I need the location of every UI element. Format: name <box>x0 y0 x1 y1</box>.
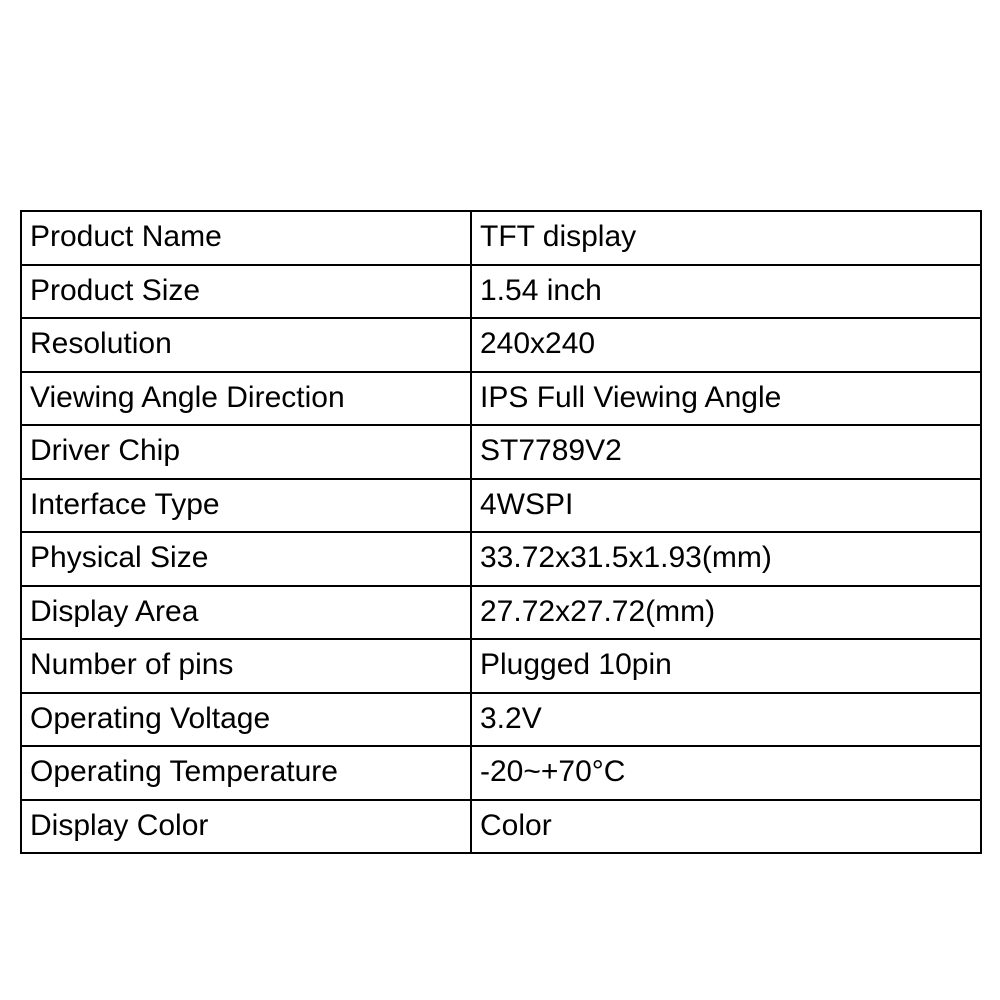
table-row: Viewing Angle Direction IPS Full Viewing… <box>21 372 981 426</box>
spec-value: 27.72x27.72(mm) <box>471 586 981 640</box>
table-row: Display Area 27.72x27.72(mm) <box>21 586 981 640</box>
table-row: Driver Chip ST7789V2 <box>21 425 981 479</box>
spec-label: Viewing Angle Direction <box>21 372 471 426</box>
table-row: Product Name TFT display <box>21 211 981 265</box>
spec-label: Driver Chip <box>21 425 471 479</box>
table-row: Physical Size 33.72x31.5x1.93(mm) <box>21 532 981 586</box>
table-row: Resolution 240x240 <box>21 318 981 372</box>
spec-label: Display Color <box>21 800 471 854</box>
spec-value: IPS Full Viewing Angle <box>471 372 981 426</box>
spec-value: Color <box>471 800 981 854</box>
table-row: Interface Type 4WSPI <box>21 479 981 533</box>
spec-value: TFT display <box>471 211 981 265</box>
table-row: Number of pins Plugged 10pin <box>21 639 981 693</box>
spec-label: Operating Temperature <box>21 746 471 800</box>
spec-value: ST7789V2 <box>471 425 981 479</box>
specs-table-container: Product Name TFT display Product Size 1.… <box>20 210 980 854</box>
spec-value: 33.72x31.5x1.93(mm) <box>471 532 981 586</box>
spec-label: Display Area <box>21 586 471 640</box>
spec-value: 3.2V <box>471 693 981 747</box>
table-row: Product Size 1.54 inch <box>21 265 981 319</box>
spec-label: Product Name <box>21 211 471 265</box>
spec-value: 4WSPI <box>471 479 981 533</box>
table-row: Display Color Color <box>21 800 981 854</box>
table-row: Operating Voltage 3.2V <box>21 693 981 747</box>
spec-value: 1.54 inch <box>471 265 981 319</box>
spec-label: Number of pins <box>21 639 471 693</box>
table-row: Operating Temperature -20~+70°C <box>21 746 981 800</box>
spec-label: Product Size <box>21 265 471 319</box>
spec-value: Plugged 10pin <box>471 639 981 693</box>
spec-value: -20~+70°C <box>471 746 981 800</box>
spec-label: Physical Size <box>21 532 471 586</box>
spec-label: Operating Voltage <box>21 693 471 747</box>
spec-label: Resolution <box>21 318 471 372</box>
spec-label: Interface Type <box>21 479 471 533</box>
specs-table: Product Name TFT display Product Size 1.… <box>20 210 982 854</box>
spec-value: 240x240 <box>471 318 981 372</box>
